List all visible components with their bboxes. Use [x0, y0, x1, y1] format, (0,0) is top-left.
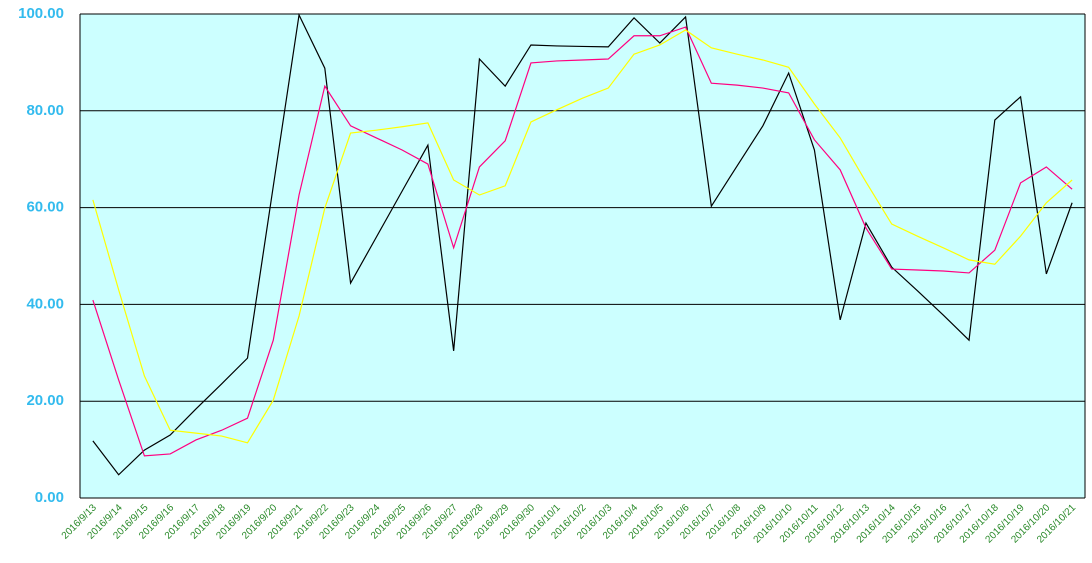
y-tick-label: 60.00: [26, 199, 64, 216]
y-tick-label: 0.00: [35, 489, 64, 506]
series-line: [92, 29, 1073, 444]
y-tick-label: 100.00: [18, 5, 64, 22]
series-line: [92, 12, 1073, 476]
y-tick-label: 80.00: [26, 102, 64, 119]
y-tick-label: 40.00: [26, 295, 64, 312]
y-tick-label: 20.00: [26, 392, 64, 409]
series-line: [92, 26, 1073, 457]
